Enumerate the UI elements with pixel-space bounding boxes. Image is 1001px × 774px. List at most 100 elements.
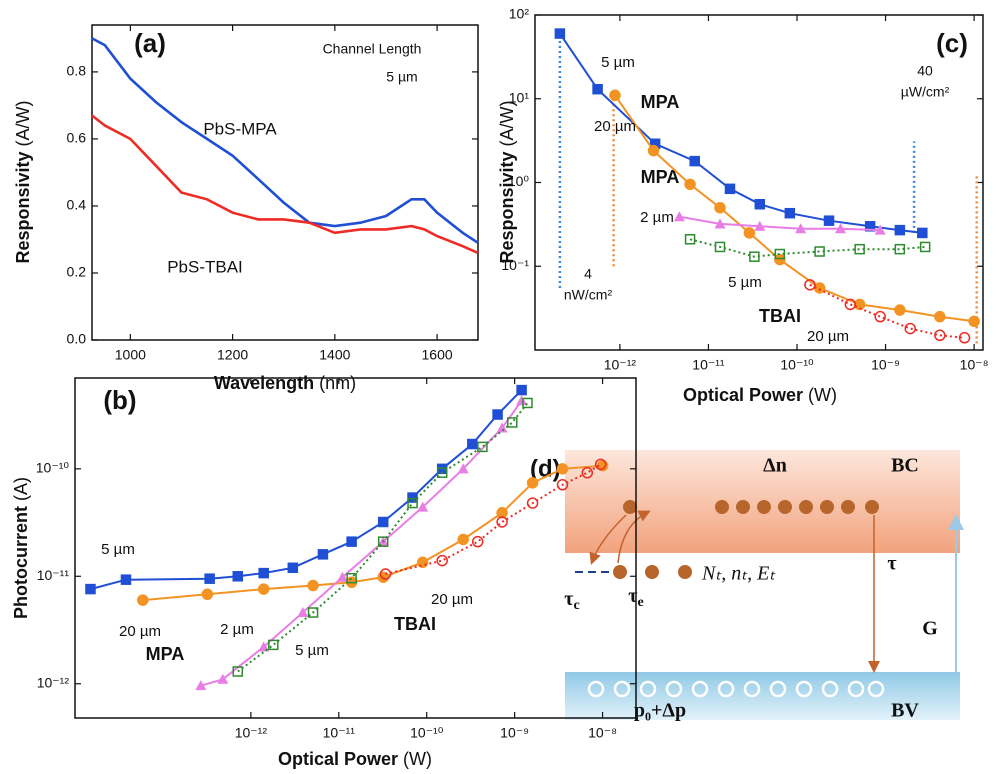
marker <box>684 234 696 245</box>
y-tick-label: 0.8 <box>67 63 87 79</box>
electron <box>820 500 834 514</box>
marker <box>526 497 539 509</box>
marker <box>496 507 508 519</box>
marker <box>457 533 469 546</box>
electron <box>865 500 879 514</box>
axis-unit: (A) <box>11 477 31 501</box>
electron <box>778 500 792 514</box>
marker <box>894 224 906 236</box>
x-axis-title: Wavelength (nm) <box>214 373 356 393</box>
annotation: 5 µm <box>386 69 417 85</box>
subscript: e <box>638 595 644 610</box>
marker <box>137 594 149 606</box>
x-tick-label: 10⁻⁹ <box>500 725 529 741</box>
marker <box>795 223 807 234</box>
series-label: 20 µm <box>431 591 473 608</box>
marker <box>554 28 566 39</box>
axis-name: Responsivity <box>497 151 517 263</box>
marker <box>436 467 448 478</box>
hole <box>639 680 657 698</box>
hole <box>795 680 813 698</box>
chart-panel: 1000 1200 1400 1600 0.0 0.2 0.4 0.6 0.8 Wavelengt… <box>13 24 479 393</box>
marker <box>407 497 418 509</box>
hole <box>691 680 709 698</box>
marker <box>968 315 980 328</box>
plot-frame <box>74 377 637 719</box>
marker <box>804 279 816 291</box>
marker <box>307 607 319 618</box>
marker <box>647 144 660 157</box>
marker <box>195 680 207 691</box>
annotation: 40 <box>917 63 933 79</box>
marker <box>516 395 528 406</box>
marker <box>853 298 866 311</box>
marker <box>507 417 518 428</box>
marker <box>673 211 685 222</box>
electron <box>841 500 855 514</box>
x-axis-title: Optical Power (W) <box>278 749 432 769</box>
hole-label: p₀+Δp <box>634 700 686 722</box>
hole <box>867 680 885 698</box>
marker <box>436 554 448 567</box>
hole <box>743 680 761 698</box>
marker <box>904 322 916 335</box>
x-tick-label: 1400 <box>319 347 350 363</box>
series-line <box>237 402 529 673</box>
hole <box>717 680 735 698</box>
marker <box>874 224 886 235</box>
symbol: τ <box>628 585 637 607</box>
annotation: MPA <box>146 644 185 664</box>
y-tick-label: 0.0 <box>67 331 87 347</box>
hole <box>821 680 839 698</box>
trapped-electrons <box>613 500 879 579</box>
y-tick-label: 10⁻¹ <box>501 257 529 273</box>
marker <box>457 463 469 474</box>
band-label: BV <box>891 700 919 722</box>
electron <box>613 565 627 579</box>
x-tick-label: 10⁻¹¹ <box>692 357 725 373</box>
axis-unit: (A/W) <box>13 100 33 146</box>
marker <box>471 535 484 548</box>
panel-label: (b) <box>103 385 136 415</box>
marker <box>377 536 389 547</box>
axis-name: Photocurrent <box>11 506 31 619</box>
marker <box>217 673 229 684</box>
chart-panel: 10⁻¹² 10⁻¹¹ 10⁻¹⁰ 10⁻⁹ 10⁻⁸ 10⁻¹ 10⁰ 10¹ 10² Opti… <box>497 6 989 405</box>
series-label: 20 µm <box>119 623 161 640</box>
y-tick-label: 10² <box>509 6 530 22</box>
marker <box>407 492 418 503</box>
x-tick-label: 10⁻⁸ <box>588 725 617 741</box>
hole <box>847 680 865 698</box>
axis-name: Optical Power <box>278 749 398 769</box>
axis-name: Responsivity <box>13 151 33 263</box>
y-tick-label: 10⁻¹⁰ <box>36 460 70 476</box>
marker <box>958 332 971 344</box>
marker <box>724 183 736 195</box>
x-tick-label: 1200 <box>217 347 248 363</box>
generation-label: G <box>922 618 938 640</box>
y-tick-label: 10⁻¹¹ <box>37 567 70 583</box>
marker <box>377 516 389 528</box>
hole <box>587 680 605 698</box>
series-label: 2 µm <box>640 209 674 226</box>
recombination-label: τ <box>887 553 896 575</box>
y-tick-label: 10⁻¹² <box>37 674 70 690</box>
marker <box>307 579 319 592</box>
x-tick-label: 10⁻¹⁰ <box>780 357 814 373</box>
annotation: 4 <box>584 266 592 282</box>
axis-unit: (W) <box>808 385 837 405</box>
series-line <box>91 37 479 244</box>
marker <box>894 304 906 316</box>
electron <box>736 500 750 514</box>
symbol: τ <box>564 588 573 610</box>
marker <box>854 243 865 255</box>
series-label: 2 µm <box>220 621 254 638</box>
marker <box>522 397 533 409</box>
emission-time: τe <box>628 585 643 611</box>
marker <box>516 384 527 396</box>
annotation: TBAI <box>394 614 436 634</box>
marker <box>467 438 478 450</box>
marker <box>297 607 309 618</box>
plot-frame <box>91 24 479 341</box>
